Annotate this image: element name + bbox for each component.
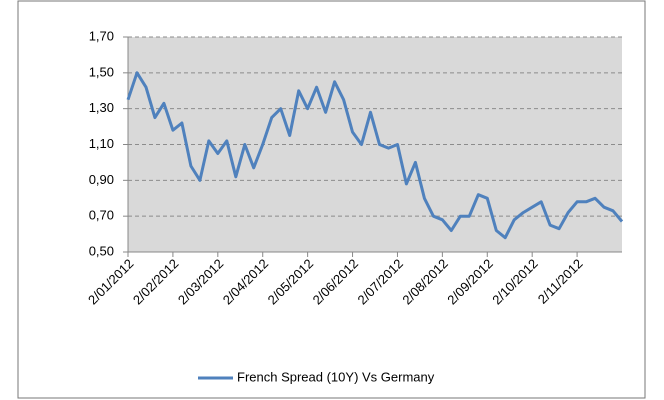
y-tick-label: 0,50 [89, 243, 114, 258]
y-tick-label: 1,10 [89, 136, 114, 151]
y-tick-label: 1,70 [89, 28, 114, 43]
y-tick-label: 0,70 [89, 208, 114, 223]
legend-label: French Spread (10Y) Vs Germany [237, 369, 435, 384]
data-line [126, 71, 624, 240]
y-tick-label: 0,90 [89, 172, 114, 187]
y-tick-label: 1,50 [89, 64, 114, 79]
y-tick-label: 1,30 [89, 100, 114, 115]
